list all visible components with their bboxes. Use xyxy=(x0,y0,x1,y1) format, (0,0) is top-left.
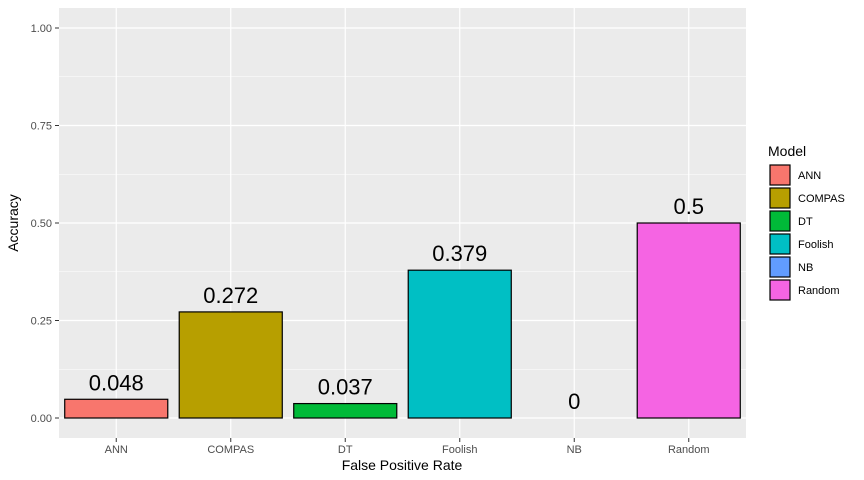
legend-title: Model xyxy=(768,143,806,159)
x-tick-label: COMPAS xyxy=(207,444,254,456)
x-tick-label: Random xyxy=(668,444,710,456)
x-tick-label: DT xyxy=(338,444,353,456)
legend-key-random xyxy=(769,279,791,301)
y-tick-label: 0.50 xyxy=(31,218,52,230)
legend-key-compas xyxy=(769,187,791,209)
legend-key-foolish xyxy=(769,233,791,255)
legend-label-dt: DT xyxy=(798,216,813,228)
legend-label-random: Random xyxy=(798,285,840,297)
x-tick-label: NB xyxy=(567,444,582,456)
data-label-dt: 0.037 xyxy=(318,375,373,400)
legend-key-ann xyxy=(769,164,791,186)
data-label-foolish: 0.379 xyxy=(432,241,487,266)
data-label-nb: 0 xyxy=(568,389,580,414)
y-tick-label: 0.75 xyxy=(31,121,52,133)
data-label-compas: 0.272 xyxy=(203,283,258,308)
data-labels: 0.048 0.272 0.037 0.379 0 0.5 xyxy=(89,194,704,414)
bar-dt xyxy=(293,402,398,419)
legend: Model ANN COMPAS DT Foolish NB Random xyxy=(768,143,845,301)
x-tick-label: Foolish xyxy=(442,444,477,456)
bar-random xyxy=(636,222,741,419)
legend-label-nb: NB xyxy=(798,262,813,274)
legend-label-compas: COMPAS xyxy=(798,193,845,205)
legend-key-nb xyxy=(769,256,791,278)
bars xyxy=(64,222,741,419)
y-tick-label: 1.00 xyxy=(31,23,52,35)
data-label-ann: 0.048 xyxy=(89,370,144,395)
legend-label-ann: ANN xyxy=(798,170,821,182)
bar-compas xyxy=(178,311,283,419)
y-tick-label: 0.00 xyxy=(31,413,52,425)
legend-key-dt xyxy=(769,210,791,232)
y-tick-label: 0.25 xyxy=(31,316,52,328)
x-axis-title: False Positive Rate xyxy=(342,457,463,473)
bar-ann xyxy=(64,398,169,419)
data-label-random: 0.5 xyxy=(673,194,704,219)
bar-foolish xyxy=(407,269,512,419)
x-tick-label: ANN xyxy=(105,444,128,456)
y-axis-title: Accuracy xyxy=(5,194,21,252)
legend-label-foolish: Foolish xyxy=(798,239,833,251)
